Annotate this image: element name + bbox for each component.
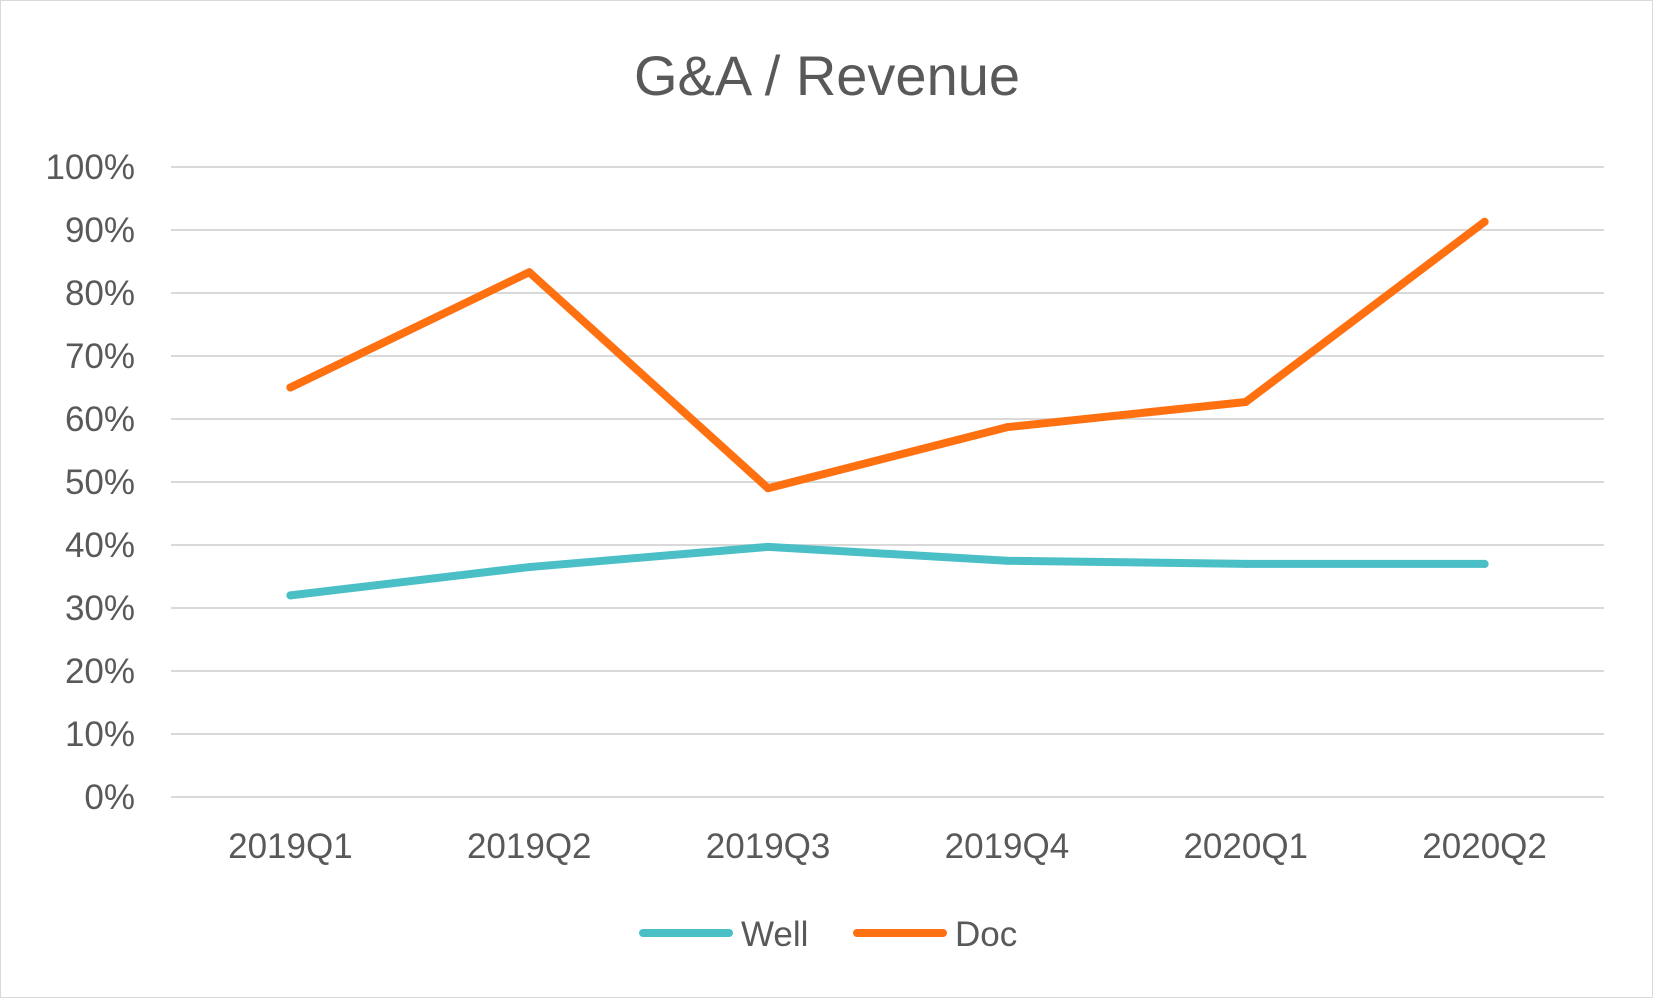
x-axis-ticks: 2019Q1 2019Q2 2019Q3 2019Q4 2020Q1 2020Q2 — [228, 827, 1547, 866]
y-tick-label: 30% — [65, 589, 135, 628]
y-tick-label: 10% — [65, 715, 135, 754]
data-point-doc — [286, 383, 295, 392]
data-point-well — [1241, 559, 1250, 568]
y-tick-label: 60% — [65, 400, 135, 439]
y-tick-label: 0% — [84, 778, 135, 817]
data-point-well — [764, 542, 773, 551]
data-point-doc — [525, 268, 534, 277]
series-line-well — [286, 542, 1489, 600]
legend-label-doc: Doc — [955, 915, 1017, 954]
y-tick-label: 20% — [65, 652, 135, 691]
y-tick-label: 70% — [65, 337, 135, 376]
y-axis-ticks: 0% 10% 20% 30% 40% 50% 60% 70% 80% 90% 100% — [45, 148, 135, 817]
data-point-doc — [1480, 217, 1489, 226]
x-tick-label: 2020Q2 — [1422, 827, 1547, 866]
x-tick-label: 2019Q4 — [945, 827, 1070, 866]
series-lines — [286, 217, 1489, 600]
y-tick-label: 90% — [65, 211, 135, 250]
legend: Well Doc — [639, 915, 1017, 954]
legend-label-well: Well — [741, 915, 808, 954]
data-point-doc — [1002, 423, 1011, 432]
y-tick-label: 100% — [45, 148, 135, 187]
data-point-doc — [1241, 397, 1250, 406]
y-tick-label: 40% — [65, 526, 135, 565]
data-point-well — [525, 563, 534, 572]
x-tick-label: 2020Q1 — [1183, 827, 1308, 866]
x-tick-label: 2019Q1 — [228, 827, 353, 866]
y-tick-label: 50% — [65, 463, 135, 502]
y-tick-label: 80% — [65, 274, 135, 313]
data-point-well — [286, 591, 295, 600]
data-point-well — [1480, 559, 1489, 568]
data-point-doc — [764, 484, 773, 493]
data-point-well — [1002, 556, 1011, 565]
series-line-doc — [286, 217, 1489, 493]
chart-title: G&A / Revenue — [634, 44, 1020, 107]
gridlines — [171, 166, 1604, 798]
x-tick-label: 2019Q3 — [706, 827, 831, 866]
x-tick-label: 2019Q2 — [467, 827, 592, 866]
